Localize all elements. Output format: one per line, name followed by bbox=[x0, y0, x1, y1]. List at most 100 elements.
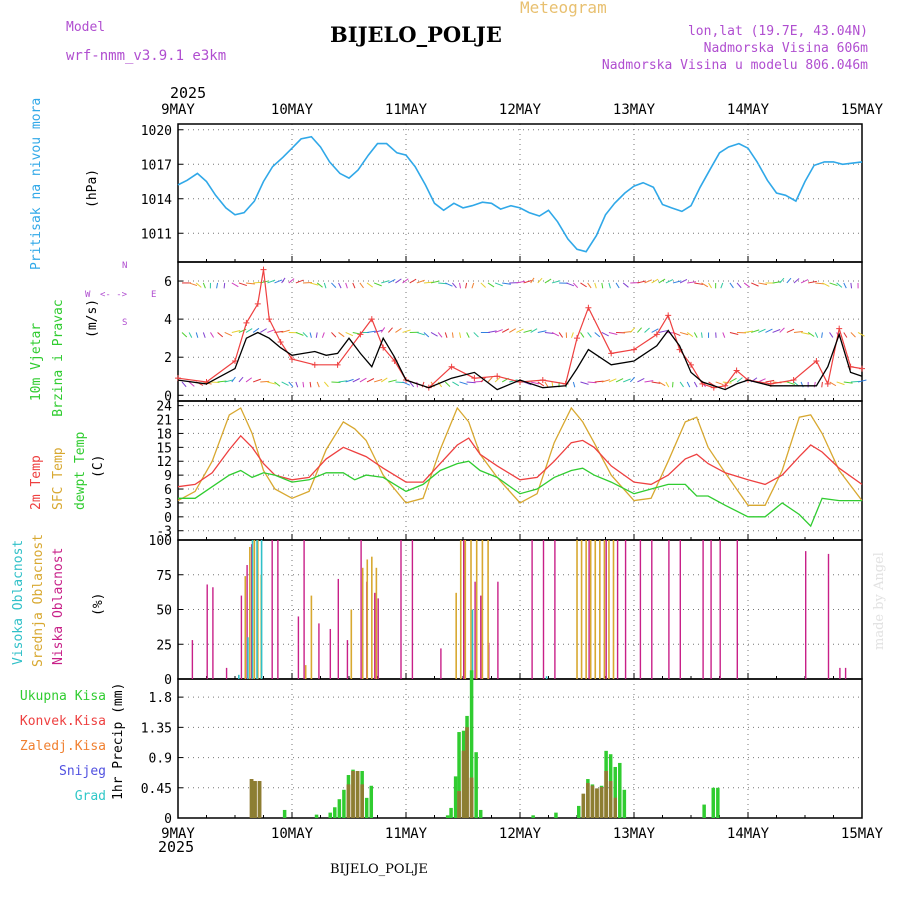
wind-arrow bbox=[751, 329, 760, 333]
cloud-low-bar bbox=[588, 540, 590, 679]
precip-total-bar bbox=[445, 815, 450, 818]
cloud-low-bar bbox=[374, 592, 376, 679]
dewpt-line bbox=[178, 460, 862, 528]
y-tick-label: 18 bbox=[156, 427, 172, 442]
wind-arrow bbox=[352, 378, 360, 383]
wind-arrow bbox=[309, 282, 319, 286]
wind-arrow bbox=[195, 282, 202, 288]
wind-arrow bbox=[459, 381, 468, 385]
y-tick-label: 0 bbox=[164, 389, 172, 404]
compass-s: S bbox=[122, 318, 127, 328]
cloud-low-bar bbox=[277, 540, 279, 679]
cloud-low-bar bbox=[616, 540, 619, 679]
wind-arrow bbox=[352, 282, 356, 289]
wind-arrow bbox=[608, 331, 618, 335]
precip-total-bar bbox=[531, 815, 535, 818]
wind-arrow bbox=[744, 330, 753, 333]
x-label-bottom: 9MAY bbox=[161, 826, 195, 842]
wind-arrow bbox=[594, 380, 604, 383]
cloud-low-bar bbox=[668, 540, 670, 679]
precip-total-bar bbox=[337, 799, 342, 818]
cloud-low-bar bbox=[318, 623, 320, 679]
wind-arrow bbox=[736, 282, 742, 289]
cloud-mid-label: Srednja Oblacnost bbox=[31, 534, 46, 667]
wind-arrow bbox=[786, 277, 792, 284]
wind-arrow bbox=[238, 376, 244, 383]
wind-arrow bbox=[551, 280, 561, 284]
cloud-mid-bar bbox=[361, 567, 364, 679]
wind-arrow bbox=[544, 381, 549, 388]
wind-arrow bbox=[316, 282, 323, 288]
wind-arrow bbox=[644, 380, 654, 383]
wind-arrow bbox=[779, 277, 785, 284]
wind-arrow bbox=[501, 328, 510, 333]
wind-arrow bbox=[701, 282, 709, 288]
x-label-top: 15MAY bbox=[841, 102, 884, 118]
precip-mixed-bar bbox=[613, 797, 617, 818]
wind-arrow bbox=[793, 278, 800, 284]
wind-arrow bbox=[587, 282, 592, 289]
wind-max-marker bbox=[574, 335, 580, 342]
cloud-mid-bar bbox=[475, 540, 478, 679]
wind-arrow bbox=[331, 282, 337, 288]
cloud-low-bar bbox=[246, 565, 248, 679]
cloud-low-bar bbox=[827, 553, 830, 679]
cloud-low-bar bbox=[702, 540, 704, 679]
wind-arrow bbox=[850, 282, 853, 289]
wind-arrow bbox=[260, 380, 270, 383]
cloud-low-bar bbox=[531, 540, 533, 679]
wind-arrow bbox=[315, 332, 318, 338]
y-tick-label: 15 bbox=[156, 441, 172, 456]
wind-arrow bbox=[601, 379, 611, 383]
wind-arrow bbox=[245, 282, 255, 285]
wind-max-marker bbox=[368, 316, 375, 323]
t2m-label: 2m Temp bbox=[29, 455, 44, 510]
wind-arrow bbox=[224, 379, 234, 383]
wind-arrow bbox=[544, 278, 552, 284]
wind-arrow bbox=[444, 332, 448, 338]
wind-arrow bbox=[601, 332, 609, 337]
wind-arrow bbox=[437, 332, 443, 338]
wind-arrow bbox=[758, 378, 766, 383]
wind-arrow bbox=[829, 282, 838, 287]
y-tick-label: 0 bbox=[164, 511, 172, 526]
cloud-low-bar bbox=[679, 540, 681, 679]
wind-arrow bbox=[765, 379, 775, 383]
wind-max-marker bbox=[859, 365, 865, 372]
precip-total-bar bbox=[328, 812, 332, 818]
cloud-low-bar bbox=[250, 544, 253, 679]
wind-arrow bbox=[465, 282, 468, 289]
cloud-mid-bar bbox=[594, 540, 597, 679]
wind-arrow bbox=[523, 381, 532, 386]
wind-arrow bbox=[829, 381, 837, 387]
wind-arrow bbox=[686, 332, 694, 338]
wind-arrow bbox=[523, 280, 532, 284]
y-tick-label: 4 bbox=[164, 313, 172, 328]
model-label: Model bbox=[66, 20, 106, 35]
wind-arrow bbox=[451, 332, 454, 338]
wind-arrow bbox=[295, 331, 304, 336]
wind-arrow bbox=[572, 282, 579, 289]
wind-arrow bbox=[537, 330, 547, 333]
precip-mixed-bar bbox=[595, 788, 599, 818]
cloud-mid-bar bbox=[253, 540, 256, 679]
wind-unit: (m/s) bbox=[85, 299, 100, 338]
wind-arrow bbox=[380, 327, 386, 333]
wind-arrow bbox=[444, 381, 451, 387]
wind-arrow bbox=[814, 332, 819, 338]
wind-arrow bbox=[808, 280, 817, 284]
wind-arrow bbox=[786, 381, 795, 385]
wind-max-marker bbox=[448, 363, 455, 370]
cloud-low-bar bbox=[212, 587, 214, 679]
cloud-high-bar bbox=[247, 637, 249, 679]
wind-max-marker bbox=[722, 382, 729, 389]
precip-mixed-bar bbox=[360, 784, 364, 818]
cloud-mid-bar bbox=[585, 540, 587, 679]
wind-arrow bbox=[423, 281, 433, 284]
wind-max-marker bbox=[608, 350, 615, 357]
wind-arrow bbox=[359, 282, 364, 289]
wind-arrow bbox=[373, 329, 383, 333]
sfc-label: SFC Temp bbox=[51, 447, 66, 510]
cloud-low-bar bbox=[191, 640, 194, 679]
wind-arrow bbox=[651, 328, 659, 333]
